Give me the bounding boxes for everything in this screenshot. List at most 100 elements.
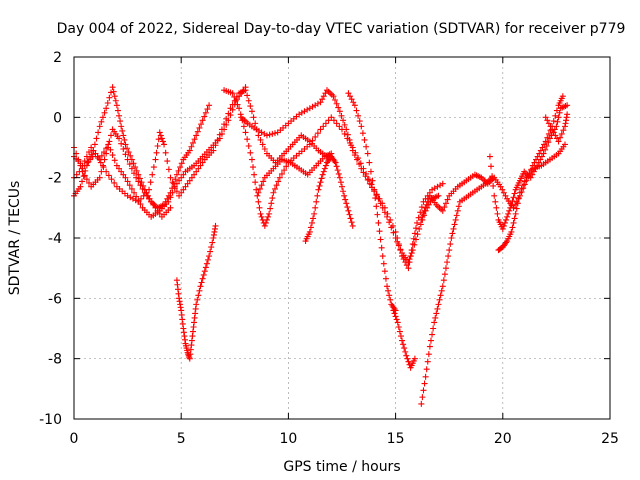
data-point-marker [205,256,211,263]
data-point-marker [188,174,195,181]
data-point-marker [316,182,323,189]
data-point [242,129,249,136]
data-point-marker [412,225,419,232]
data-point-marker [164,195,171,202]
data-point-marker [250,164,257,171]
data-point-marker [169,179,176,186]
data-point-marker [545,120,552,127]
data-point-marker [73,171,80,178]
data-point [564,111,571,118]
data-point-marker [272,130,278,137]
data-point-marker [449,230,456,237]
data-point-marker [128,165,135,172]
data-point [540,150,547,157]
data-point-marker [130,160,137,167]
data-point-marker [126,182,133,189]
data-point-marker [128,185,135,192]
data-point-marker [320,123,327,130]
data-point-marker [438,287,445,294]
data-point [375,219,382,226]
data-point-marker [386,219,393,226]
data-point-marker [91,141,98,148]
data-point-marker [269,130,276,137]
data-point-marker [109,152,116,159]
data-point-marker [500,222,507,229]
data-point-marker [98,168,105,175]
data-point [218,126,225,133]
data-point-marker [382,275,389,282]
data-point [92,150,99,157]
data-point [197,283,204,290]
series-sat-n [486,102,571,232]
data-point-marker [346,211,353,218]
data-point-marker [494,210,501,217]
data-point [439,180,446,187]
data-point-marker [194,296,201,303]
data-point-marker [455,203,462,210]
data-point-marker [387,296,394,303]
data-point-marker [171,183,178,190]
data-point-marker [169,189,176,196]
x-tick-label: 5 [177,431,186,447]
data-point-marker [177,164,184,171]
data-point [201,268,208,275]
data-point-marker [336,123,343,130]
data-point-marker [423,366,430,373]
data-point-marker [362,173,369,180]
data-point-marker [245,142,252,149]
data-point [242,87,249,94]
data-point-marker [544,134,551,141]
data-point-marker [314,100,321,107]
data-point-marker [191,171,198,178]
data-point-marker [154,207,161,214]
data-point-marker [445,253,452,260]
series-sat-c [71,87,330,205]
data-point-marker [180,171,187,178]
data-point-marker [434,305,441,312]
data-point-marker [125,149,132,156]
data-point-marker [301,108,308,115]
data-point-marker [152,204,159,211]
x-axis-label: GPS time / hours [283,459,400,475]
data-point [405,265,412,272]
data-point [206,102,213,109]
data-point-marker [272,185,278,192]
data-point [546,135,553,142]
data-point [184,180,191,187]
data-point [306,105,313,112]
data-point-marker [83,176,90,183]
data-point-marker [374,211,381,218]
data-point [418,216,425,223]
data-point [255,189,262,196]
data-point [418,400,425,407]
data-point-marker [395,323,402,330]
data-point [366,180,373,187]
data-point-marker [314,192,321,199]
data-point-marker [281,167,288,174]
data-point [186,147,193,154]
data-point-marker [342,196,349,203]
data-point-marker [490,182,497,189]
x-tick-label: 0 [70,431,79,447]
data-point-marker [99,114,106,121]
data-point-marker [159,138,166,145]
data-point-marker [258,213,265,220]
data-point-marker [157,132,164,139]
data-point [156,129,163,136]
x-tick-label: 25 [601,431,619,447]
data-point-marker [153,149,160,156]
data-point [113,162,120,169]
data-point [336,108,343,115]
data-point-marker [359,130,366,137]
data-point-marker [373,192,380,199]
data-point [135,198,142,205]
data-point [167,204,174,211]
data-point [133,174,140,181]
data-point-marker [344,131,351,138]
y-tick-label: -8 [48,352,62,368]
data-point-marker [254,192,261,199]
data-point-marker [154,142,161,149]
data-point-marker [196,124,203,131]
data-point-marker [101,109,108,116]
